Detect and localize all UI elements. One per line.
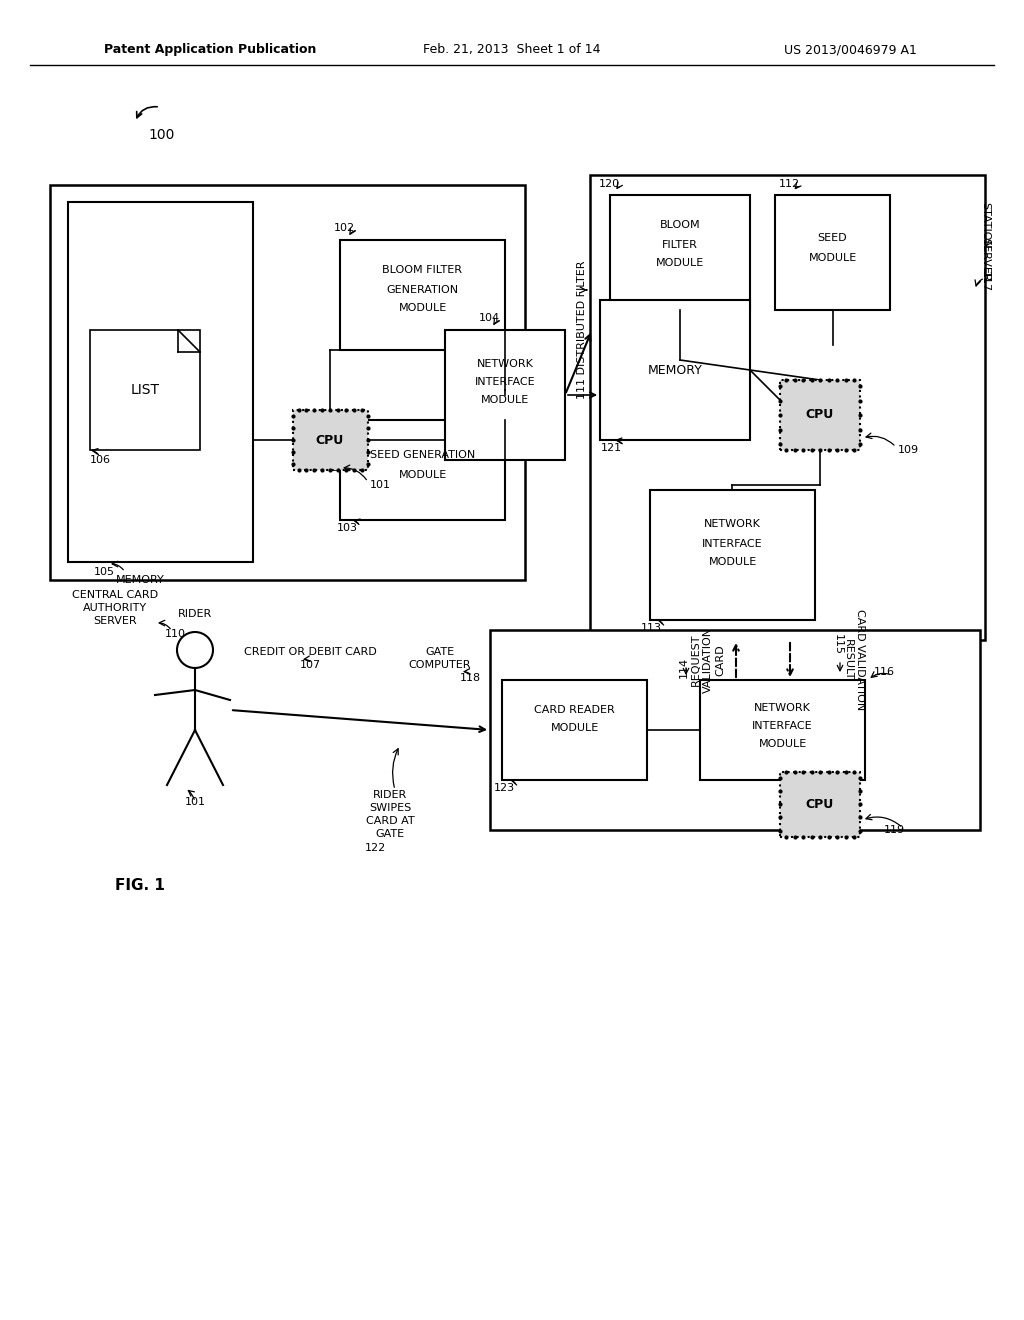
Text: STATION: STATION bbox=[980, 202, 990, 248]
Text: CARD AT: CARD AT bbox=[366, 816, 415, 826]
Bar bbox=[610, 195, 750, 310]
Text: 109: 109 bbox=[898, 445, 920, 455]
Text: MODULE: MODULE bbox=[709, 557, 757, 568]
Text: RIDER: RIDER bbox=[178, 609, 212, 619]
Bar bbox=[445, 330, 565, 459]
Bar bbox=[490, 630, 980, 830]
Text: MODULE: MODULE bbox=[656, 257, 705, 268]
Text: Patent Application Publication: Patent Application Publication bbox=[103, 44, 316, 57]
Text: 105: 105 bbox=[94, 568, 115, 577]
Text: 100: 100 bbox=[148, 128, 174, 143]
Text: 121: 121 bbox=[601, 444, 622, 453]
Text: 120: 120 bbox=[599, 180, 620, 189]
Text: RIDER: RIDER bbox=[373, 789, 408, 800]
Text: GENERATION: GENERATION bbox=[386, 285, 459, 294]
Text: 102: 102 bbox=[334, 223, 355, 234]
Text: SERVER: SERVER bbox=[93, 616, 137, 626]
Bar bbox=[700, 680, 865, 780]
Text: CREDIT OR DEBIT CARD: CREDIT OR DEBIT CARD bbox=[244, 647, 377, 657]
Bar bbox=[50, 185, 525, 579]
Text: CARD VALIDATION: CARD VALIDATION bbox=[855, 610, 865, 710]
Bar bbox=[340, 240, 505, 350]
Text: CENTRAL CARD: CENTRAL CARD bbox=[72, 590, 158, 601]
Text: GATE: GATE bbox=[376, 829, 404, 840]
Text: SEED GENERATION: SEED GENERATION bbox=[370, 450, 475, 459]
Text: CPU: CPU bbox=[315, 433, 344, 446]
Text: MEMORY: MEMORY bbox=[647, 363, 702, 376]
Text: SERVER: SERVER bbox=[980, 238, 990, 281]
Text: CPU: CPU bbox=[806, 408, 835, 421]
Text: FIG. 1: FIG. 1 bbox=[115, 878, 165, 892]
Text: BLOOM: BLOOM bbox=[659, 220, 700, 230]
Text: MODULE: MODULE bbox=[759, 739, 807, 748]
Bar bbox=[780, 380, 860, 450]
Text: 110: 110 bbox=[165, 630, 185, 639]
Bar bbox=[340, 420, 505, 520]
Text: 101: 101 bbox=[184, 797, 206, 807]
Text: NETWORK: NETWORK bbox=[705, 519, 761, 529]
Text: 106: 106 bbox=[90, 455, 111, 465]
Text: COMPUTER: COMPUTER bbox=[409, 660, 471, 671]
Text: US 2013/0046979 A1: US 2013/0046979 A1 bbox=[783, 44, 916, 57]
Text: 112: 112 bbox=[779, 180, 800, 189]
Bar bbox=[650, 490, 815, 620]
Text: VALIDATION: VALIDATION bbox=[703, 627, 713, 693]
Text: NETWORK: NETWORK bbox=[476, 359, 534, 370]
Bar bbox=[90, 330, 200, 450]
Bar bbox=[600, 300, 750, 440]
Text: CPU: CPU bbox=[806, 797, 835, 810]
Text: 107: 107 bbox=[299, 660, 321, 671]
Text: 122: 122 bbox=[365, 843, 386, 853]
Bar bbox=[590, 176, 985, 640]
Text: 101: 101 bbox=[370, 480, 391, 490]
Text: GATE: GATE bbox=[425, 647, 455, 657]
Bar bbox=[502, 680, 647, 780]
Text: 117: 117 bbox=[980, 272, 990, 293]
Text: 113: 113 bbox=[641, 623, 662, 634]
Text: LIST: LIST bbox=[130, 383, 160, 397]
Text: MODULE: MODULE bbox=[398, 470, 446, 480]
Text: 116: 116 bbox=[874, 667, 895, 677]
Bar bbox=[775, 195, 890, 310]
Text: RESULT: RESULT bbox=[843, 639, 853, 681]
Text: Feb. 21, 2013  Sheet 1 of 14: Feb. 21, 2013 Sheet 1 of 14 bbox=[423, 44, 601, 57]
Text: INTERFACE: INTERFACE bbox=[702, 539, 763, 549]
Text: FILTER: FILTER bbox=[663, 240, 698, 249]
Text: 114: 114 bbox=[679, 656, 689, 677]
Bar bbox=[293, 411, 368, 470]
Text: INTERFACE: INTERFACE bbox=[753, 721, 813, 731]
Text: 118: 118 bbox=[460, 673, 480, 682]
Text: REQUEST: REQUEST bbox=[691, 634, 701, 686]
Text: 111 DISTRIBUTED FILTER: 111 DISTRIBUTED FILTER bbox=[577, 261, 587, 399]
Text: 103: 103 bbox=[337, 523, 358, 533]
Bar bbox=[780, 771, 860, 837]
Text: MEMORY: MEMORY bbox=[116, 576, 165, 585]
Text: SWIPES: SWIPES bbox=[369, 803, 411, 813]
Text: SEED: SEED bbox=[818, 234, 847, 243]
Text: AUTHORITY: AUTHORITY bbox=[83, 603, 147, 612]
Text: MODULE: MODULE bbox=[398, 304, 446, 313]
Text: CARD READER: CARD READER bbox=[535, 705, 614, 715]
Text: 123: 123 bbox=[494, 783, 515, 793]
Text: MODULE: MODULE bbox=[481, 395, 529, 405]
Text: 115: 115 bbox=[833, 635, 843, 656]
Text: MODULE: MODULE bbox=[550, 723, 599, 733]
Text: 119: 119 bbox=[884, 825, 905, 836]
Text: 104: 104 bbox=[479, 313, 500, 323]
Text: BLOOM FILTER: BLOOM FILTER bbox=[383, 265, 463, 275]
Bar bbox=[68, 202, 253, 562]
Text: MODULE: MODULE bbox=[808, 253, 857, 263]
Text: NETWORK: NETWORK bbox=[754, 704, 811, 713]
Text: CARD: CARD bbox=[715, 644, 725, 676]
Text: INTERFACE: INTERFACE bbox=[475, 378, 536, 387]
